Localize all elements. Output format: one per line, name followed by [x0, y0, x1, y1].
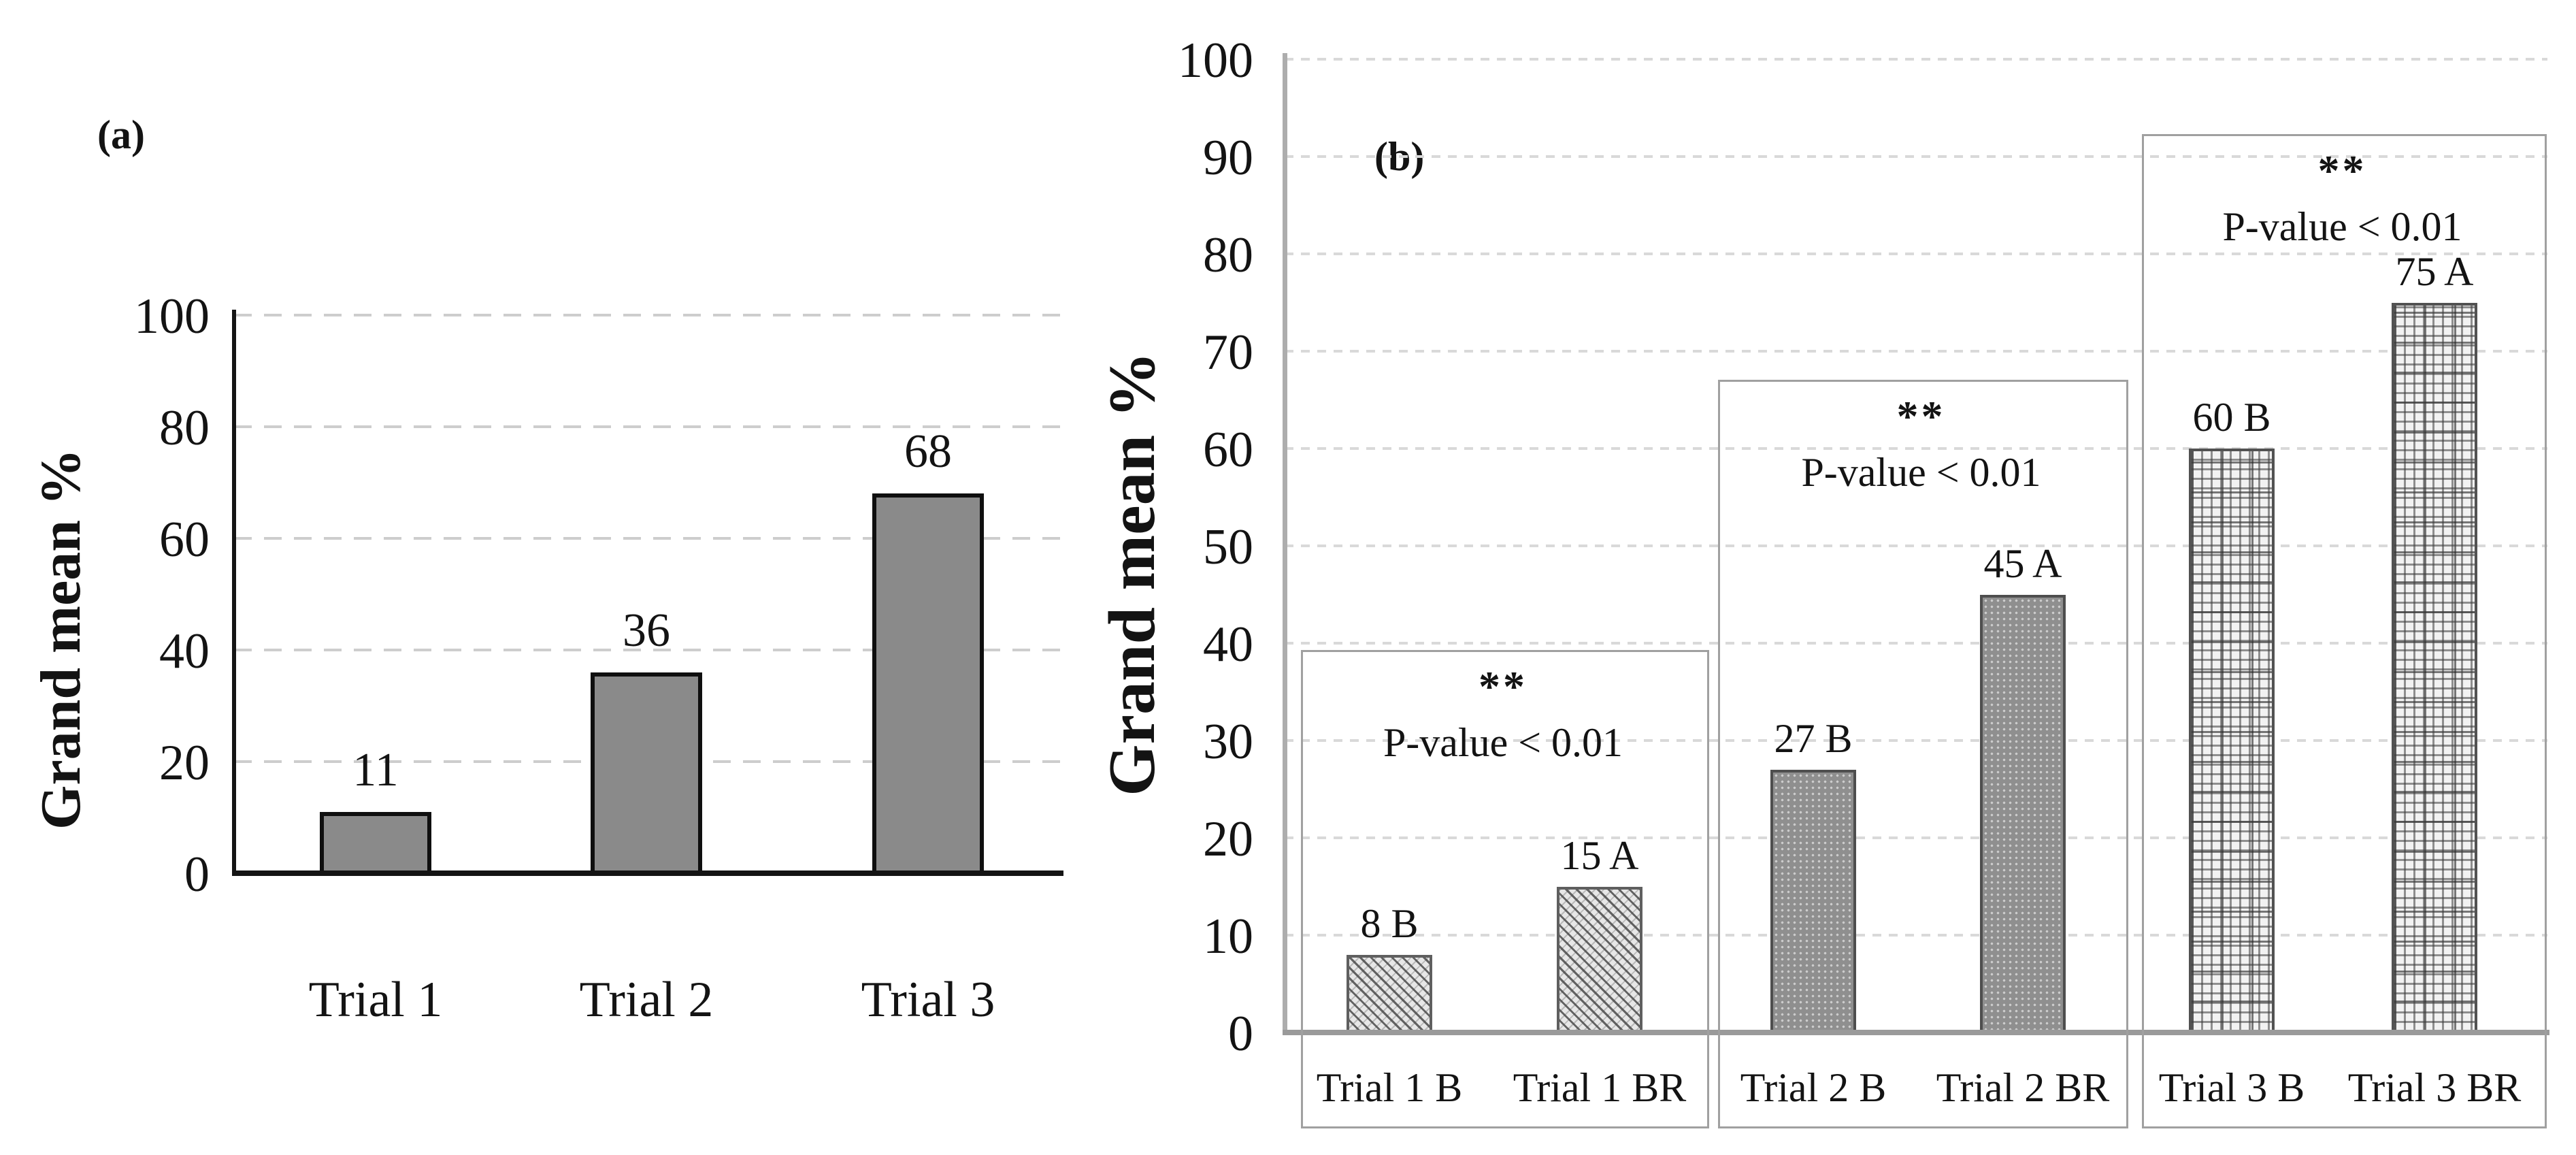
gridline-50 — [1285, 544, 2547, 547]
gridline-10 — [1285, 934, 2547, 937]
bar-value-label-trial-2: 36 — [623, 604, 670, 657]
x-category-label-trial-2-b: Trial 2 B — [1740, 1065, 1887, 1110]
y-tick-label-40: 40 — [1203, 617, 1253, 672]
gridline-80 — [1285, 253, 2547, 255]
y-tick-label-60: 60 — [159, 512, 210, 568]
y-tick-label-0: 0 — [1228, 1006, 1253, 1062]
bar-value-label-trial-1-b: 8 B — [1360, 900, 1419, 946]
x-category-label-trial-3-br: Trial 3 BR — [2347, 1065, 2522, 1110]
bar-value-label-trial-3: 68 — [904, 425, 952, 478]
significance-stars-1: ** — [1479, 662, 1528, 711]
y-tick-label-80: 80 — [1203, 227, 1253, 283]
y-tick-label-90: 90 — [1203, 130, 1253, 186]
bar-value-label-trial-1: 11 — [352, 743, 399, 796]
gridline-100 — [1285, 58, 2547, 61]
y-tick-label-20: 20 — [159, 735, 210, 791]
gridline-40 — [1285, 642, 2547, 645]
gridline-60 — [1285, 447, 2547, 450]
x-category-label-trial-1-b: Trial 1 B — [1316, 1065, 1463, 1110]
bar-value-label-trial-3-b: 60 B — [2192, 395, 2271, 440]
significance-stars-3: ** — [2317, 146, 2367, 195]
gridline-80 — [234, 425, 1061, 428]
chart-b-y-axis-title: Grand mean % — [1095, 351, 1169, 796]
x-category-label-trial-1: Trial 1 — [308, 972, 443, 1028]
p-value-text-3: P-value < 0.01 — [2222, 204, 2462, 249]
bar-value-label-trial-2-b: 27 B — [1774, 715, 1853, 761]
x-axis-line — [1283, 1030, 2549, 1035]
bar-trial-1-br — [1557, 886, 1642, 1032]
significance-box-3 — [2142, 134, 2547, 1128]
bar-trial-2-b — [1770, 769, 1856, 1032]
bar-trial-2 — [591, 672, 702, 873]
x-axis-line — [232, 871, 1063, 876]
bar-value-label-trial-2-br: 45 A — [1983, 540, 2062, 586]
gridline-70 — [1285, 350, 2547, 353]
p-value-text-2: P-value < 0.01 — [1801, 450, 2041, 495]
x-category-label-trial-2-br: Trial 2 BR — [1936, 1065, 2110, 1110]
gridline-30 — [1285, 739, 2547, 742]
y-tick-label-30: 30 — [1203, 714, 1253, 770]
y-tick-label-20: 20 — [1203, 811, 1253, 867]
y-tick-label-70: 70 — [1203, 325, 1253, 380]
y-tick-label-60: 60 — [1203, 422, 1253, 478]
significance-stars-2: ** — [1896, 392, 1946, 440]
y-tick-label-50: 50 — [1203, 519, 1253, 575]
significance-box-2 — [1718, 380, 2128, 1128]
gridline-90 — [1285, 155, 2547, 158]
y-axis-line — [1283, 53, 1287, 1035]
bar-value-label-trial-3-br: 75 A — [2395, 248, 2474, 294]
y-tick-label-10: 10 — [1203, 909, 1253, 964]
gridline-60 — [234, 537, 1061, 540]
gridline-40 — [234, 649, 1061, 651]
y-tick-label-100: 100 — [1178, 33, 1253, 88]
bar-trial-3 — [872, 493, 984, 873]
significance-box-1 — [1301, 650, 1709, 1128]
y-tick-label-80: 80 — [159, 400, 210, 456]
panel-a-label: (a) — [97, 112, 145, 157]
bar-trial-3-b — [2189, 449, 2275, 1032]
bar-trial-3-br — [2392, 302, 2477, 1032]
y-tick-label-0: 0 — [184, 847, 210, 902]
x-category-label-trial-2: Trial 2 — [579, 972, 714, 1028]
y-tick-label-40: 40 — [159, 623, 210, 679]
chart-a-y-axis-title: Grand mean % — [29, 448, 93, 830]
gridline-100 — [234, 314, 1061, 316]
gridline-20 — [1285, 836, 2547, 839]
bar-value-label-trial-1-br: 15 A — [1560, 832, 1639, 878]
x-category-label-trial-3-b: Trial 3 B — [2158, 1065, 2305, 1110]
x-category-label-trial-3: Trial 3 — [861, 972, 995, 1028]
p-value-text-1: P-value < 0.01 — [1383, 720, 1623, 765]
bar-trial-1-b — [1347, 954, 1432, 1032]
bar-trial-1 — [320, 811, 431, 873]
bar-trial-2-br — [1980, 594, 2066, 1032]
y-axis-line — [232, 310, 236, 876]
y-tick-label-100: 100 — [134, 289, 210, 344]
x-category-label-trial-1-br: Trial 1 BR — [1513, 1065, 1687, 1110]
